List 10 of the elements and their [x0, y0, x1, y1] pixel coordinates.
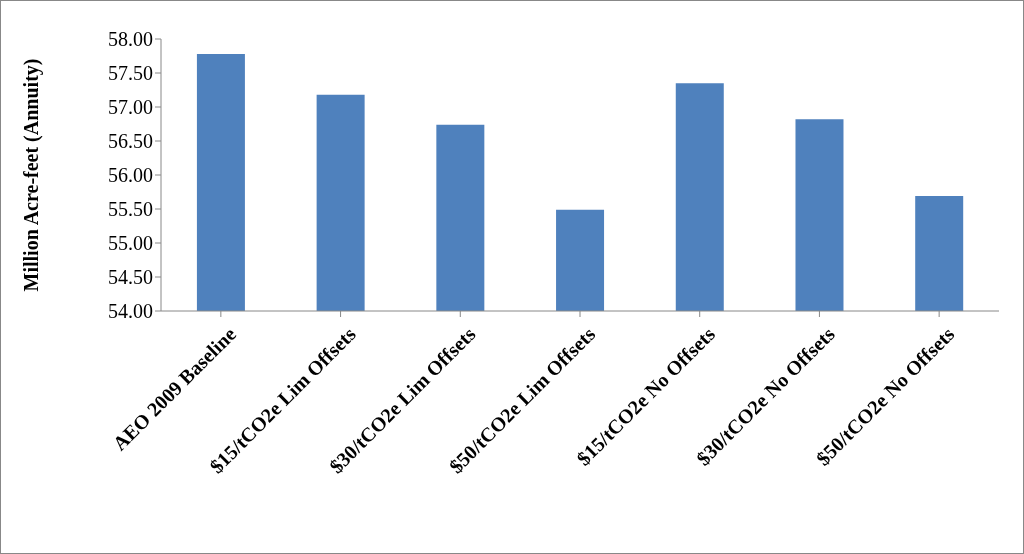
- y-tick-label: 55.50: [108, 198, 153, 221]
- y-tick-label: 54.50: [108, 266, 153, 289]
- y-tick-label: 57.50: [108, 62, 153, 85]
- y-tick-label: 57.00: [108, 96, 153, 119]
- y-axis-title: Million Acre-feet (Annuity): [20, 58, 44, 292]
- y-tick-label: 56.50: [108, 130, 153, 153]
- y-tick-label: 58.00: [108, 28, 153, 51]
- y-tick-label: 54.00: [108, 300, 153, 323]
- y-tick-label: 56.00: [108, 164, 153, 187]
- y-tick-label: 55.00: [108, 232, 153, 255]
